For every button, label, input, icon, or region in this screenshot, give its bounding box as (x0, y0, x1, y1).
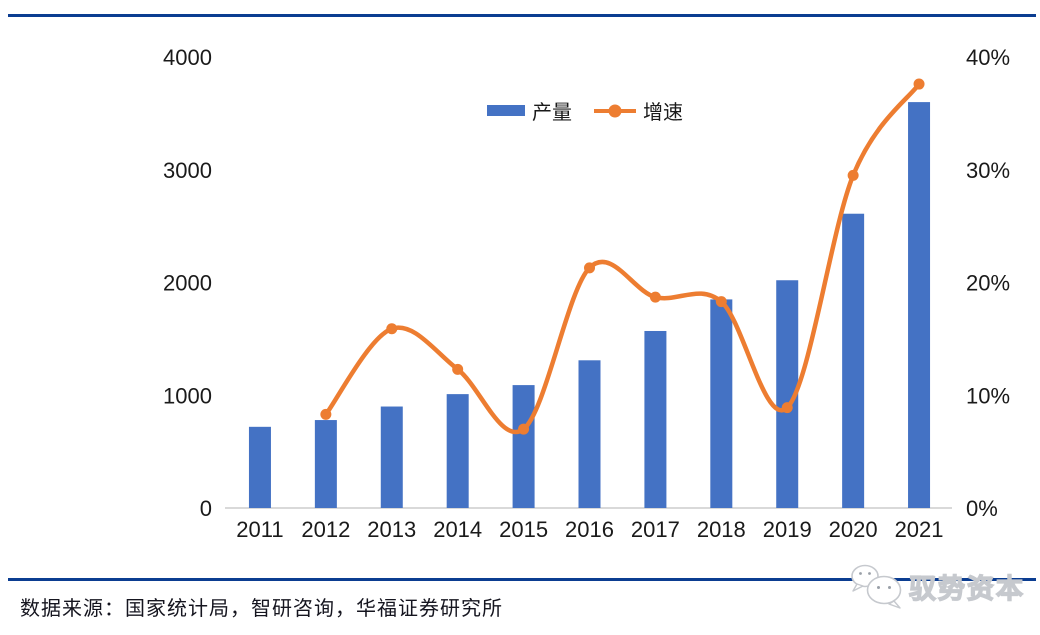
y-axis-left-tick: 2000 (163, 271, 212, 296)
legend-label-growth: 增速 (643, 102, 683, 124)
production-bar (314, 420, 337, 508)
growth-line (323, 81, 922, 435)
x-axis-tick: 2019 (763, 517, 812, 542)
y-axis-left-tick: 1000 (163, 383, 212, 408)
growth-line-marker (386, 323, 398, 335)
y-axis-right-tick: 30% (966, 158, 1010, 183)
x-axis-tick: 2020 (829, 517, 878, 542)
x-axis-tick: 2014 (433, 517, 482, 542)
production-bar (512, 385, 535, 508)
legend-label-production: 产量 (532, 102, 572, 124)
line-series-marker-dot (608, 104, 622, 117)
production-bar (842, 213, 865, 508)
legend-item-production: 产量 (487, 96, 572, 125)
x-axis-tick: 2021 (895, 517, 944, 542)
bottom-divider-rule (8, 578, 1036, 581)
y-axis-left-tick: 3000 (163, 158, 212, 183)
y-axis-left-tick: 0 (200, 496, 212, 521)
watermark-text: 驭势资本 (908, 573, 1025, 604)
production-bar (380, 406, 403, 508)
growth-line-marker (452, 363, 464, 375)
chat-bubbles-icon (851, 564, 902, 609)
x-axis-tick: 2011 (236, 517, 283, 542)
data-source-note: 数据来源：国家统计局，智研咨询，华福证券研究所 (20, 598, 503, 620)
chart-legend: 产量 增速 (487, 96, 683, 125)
x-axis-tick: 2012 (301, 517, 350, 542)
production-bar (644, 330, 667, 508)
legend-item-growth: 增速 (594, 96, 683, 125)
y-axis-right-tick: 40% (966, 45, 1010, 70)
production-bar (776, 280, 799, 508)
production-bar (710, 299, 733, 508)
production-bar (908, 102, 931, 508)
x-axis-tick: 2015 (499, 517, 548, 542)
y-axis-right-tick: 0% (966, 496, 998, 521)
top-divider-rule (8, 14, 1036, 17)
growth-line-marker (847, 169, 859, 181)
growth-line-marker (781, 402, 793, 414)
bar-series-swatch (487, 105, 525, 116)
x-axis-tick: 2018 (697, 517, 746, 542)
y-axis-right-tick: 20% (966, 271, 1010, 296)
growth-line-marker (715, 296, 727, 308)
production-bar (578, 360, 601, 508)
growth-line-marker (320, 408, 332, 420)
growth-line-marker (518, 423, 530, 435)
watermark: 驭势资本 (849, 563, 1025, 609)
y-axis-right-tick: 10% (966, 383, 1010, 408)
y-axis-left-tick: 4000 (163, 45, 212, 70)
line-series-swatch (594, 104, 636, 117)
production-bar (446, 394, 469, 508)
x-axis-tick: 2016 (565, 517, 614, 542)
x-axis-tick: 2013 (367, 517, 416, 542)
x-axis-tick: 2017 (631, 517, 680, 542)
growth-line-marker (584, 262, 595, 274)
growth-line-marker (649, 291, 661, 303)
growth-line-marker (913, 78, 925, 90)
production-bar (248, 426, 271, 508)
